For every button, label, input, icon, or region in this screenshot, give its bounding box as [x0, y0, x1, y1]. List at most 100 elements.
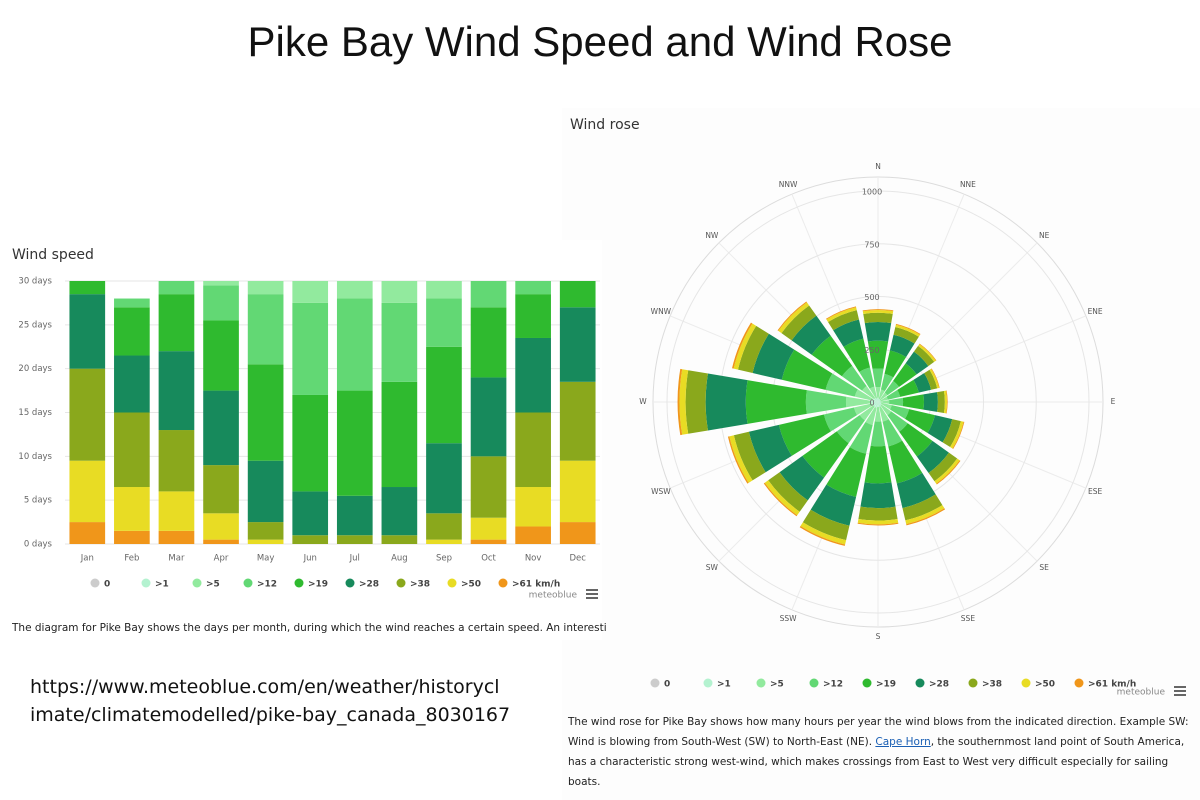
rose-segment: [872, 402, 878, 406]
bar-segment: [114, 298, 150, 308]
rose-segment: [826, 306, 857, 320]
bar-segment: [247, 364, 284, 461]
rose-segment: [952, 421, 965, 449]
r-tick-label: 1000: [862, 188, 882, 197]
rose-segment: [946, 390, 948, 414]
rose-segment: [874, 398, 878, 402]
rose-segment: [873, 402, 878, 407]
slide-title: Pike Bay Wind Speed and Wind Rose: [247, 18, 952, 65]
rose-segment: [864, 445, 892, 484]
rose-segment: [729, 435, 753, 483]
legend-label: >28: [359, 580, 379, 590]
bar-segment: [158, 491, 195, 531]
rose-segment: [874, 402, 878, 408]
rose-segment: [878, 398, 880, 402]
bar-segment: [203, 513, 239, 540]
rose-segment: [882, 419, 903, 447]
url-line: https://www.meteoblue.com/en/weather/his…: [30, 676, 500, 698]
rose-segment: [733, 323, 757, 370]
legend-label: >50: [461, 580, 481, 590]
x-tick-label: Dec: [569, 554, 586, 564]
legend-marker: [192, 578, 202, 588]
rose-segment: [864, 322, 892, 342]
bar-segment: [158, 530, 195, 544]
rose-segment: [893, 363, 917, 387]
bar-segment: [69, 281, 106, 295]
bar-segment: [203, 285, 239, 321]
legend-marker: [703, 678, 713, 688]
rose-segment: [802, 431, 849, 478]
menu-icon[interactable]: [586, 589, 598, 599]
rose-segment: [733, 431, 766, 481]
bar-segment: [559, 460, 596, 523]
bar-segment: [203, 465, 239, 514]
rose-segment: [863, 312, 893, 324]
bar-segment: [426, 346, 462, 444]
legend-marker: [968, 678, 978, 688]
legend-marker: [345, 578, 355, 588]
rose-segment: [919, 343, 937, 361]
legend-marker: [756, 678, 766, 688]
bar-segment: [158, 281, 195, 295]
rose-segment: [924, 369, 938, 390]
legend-label: >12: [823, 680, 843, 690]
rose-segment: [828, 310, 859, 331]
bar-segment: [515, 294, 551, 338]
legend-label: >12: [257, 580, 277, 590]
r-tick-label: 500: [864, 293, 879, 302]
rose-segment: [854, 389, 873, 401]
x-tick-label: Jul: [349, 554, 360, 564]
rose-segment: [764, 480, 800, 516]
legend-marker: [915, 678, 925, 688]
rose-segment: [878, 401, 881, 403]
bar-segment: [336, 298, 373, 391]
rose-segment: [826, 307, 857, 323]
legend-marker: [862, 678, 872, 688]
rose-segment: [896, 472, 936, 509]
r-tick-label: 750: [864, 240, 879, 249]
legend-label: >61 km/h: [512, 580, 560, 590]
rose-segment: [853, 403, 873, 416]
legend-label: >28: [929, 680, 949, 690]
rose-segment: [781, 349, 833, 390]
legend-label: >38: [410, 580, 430, 590]
bar-segment: [515, 281, 551, 295]
x-tick-label: May: [257, 554, 275, 564]
rose-segment: [778, 414, 831, 456]
bar-segment: [292, 491, 329, 536]
rose-segment: [877, 402, 879, 407]
rose-segment: [884, 350, 907, 378]
rose-segment: [937, 390, 945, 414]
legend-label: 0: [104, 580, 110, 590]
caption-link[interactable]: Cape Horn: [875, 736, 931, 748]
y-tick-label: 10 days: [18, 452, 52, 462]
bar-segment: [158, 351, 195, 431]
rose-segment: [810, 484, 857, 526]
rose-segment: [906, 508, 946, 526]
rose-segment: [887, 411, 908, 432]
rose-segment: [859, 367, 875, 389]
legend-label: >61 km/h: [1088, 680, 1136, 690]
rose-segment: [874, 406, 882, 422]
rose-segment: [858, 506, 898, 521]
y-tick-label: 30 days: [18, 277, 52, 287]
y-tick-label: 25 days: [18, 320, 52, 330]
caption: The wind rose for Pike Bay shows how man…: [568, 712, 1193, 792]
bar-segment: [381, 487, 418, 536]
rose-segment: [791, 315, 831, 355]
rose-segment: [943, 390, 947, 414]
rose-segment: [878, 400, 881, 402]
rose-segment: [879, 392, 888, 401]
rose-segment: [929, 368, 940, 389]
direction-label: NW: [705, 231, 719, 240]
rose-segment: [826, 447, 867, 497]
rose-segment: [880, 396, 888, 402]
rose-segment: [889, 397, 904, 407]
menu-icon[interactable]: [1174, 686, 1186, 696]
bar-segment: [203, 320, 239, 391]
bar-segment: [247, 460, 284, 523]
direction-label: ESE: [1088, 487, 1102, 496]
bar-segment: [69, 368, 106, 461]
rose-segment: [849, 422, 873, 454]
